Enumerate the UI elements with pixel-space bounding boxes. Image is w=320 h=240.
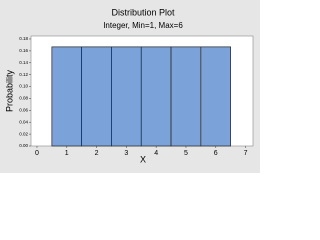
x-tick-label: 4 bbox=[154, 150, 158, 157]
y-tick-label: 0.10 bbox=[19, 84, 28, 89]
y-tick-label: 0.12 bbox=[19, 72, 28, 77]
y-tick-label: 0.14 bbox=[19, 60, 28, 65]
x-tick-label: 2 bbox=[95, 150, 99, 157]
y-tick-label: 0.00 bbox=[19, 143, 28, 148]
chart: Distribution Plot Integer, Min=1, Max=6 … bbox=[0, 0, 260, 173]
chart-subtitle: Integer, Min=1, Max=6 bbox=[103, 21, 183, 30]
bar bbox=[81, 46, 112, 147]
bar bbox=[111, 46, 142, 147]
bar bbox=[140, 46, 172, 147]
y-tick-label: 0.16 bbox=[19, 48, 28, 53]
y-tick-label: 0.18 bbox=[19, 36, 28, 41]
x-axis-label: X bbox=[140, 154, 146, 164]
x-tick-label: 6 bbox=[214, 150, 218, 157]
bar bbox=[170, 46, 202, 147]
bar bbox=[51, 46, 83, 147]
y-tick-label: 0.06 bbox=[19, 108, 28, 113]
x-tick-label: 0 bbox=[35, 150, 39, 157]
y-axis-label: Probability bbox=[4, 69, 14, 112]
x-tick-label: 7 bbox=[244, 150, 248, 157]
x-tick-label: 1 bbox=[65, 150, 69, 157]
y-tick-label: 0.08 bbox=[19, 96, 28, 101]
bar bbox=[200, 46, 232, 147]
y-tick-label: 0.02 bbox=[19, 131, 28, 136]
x-tick-label: 3 bbox=[124, 150, 128, 157]
x-tick-label: 5 bbox=[184, 150, 188, 157]
y-tick-label: 0.04 bbox=[19, 119, 28, 124]
chart-title: Distribution Plot bbox=[111, 7, 175, 17]
